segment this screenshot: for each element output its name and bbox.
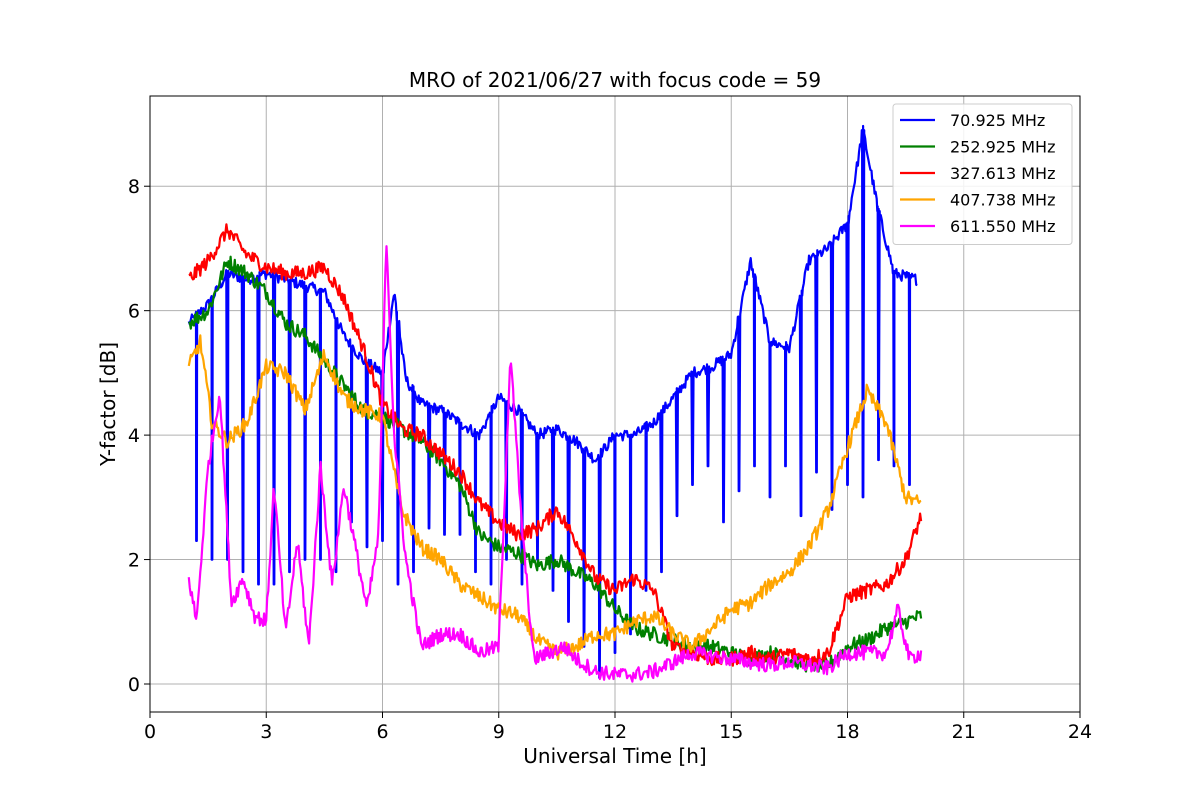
y-tick-label: 8 xyxy=(128,176,140,198)
x-tick-label: 6 xyxy=(376,721,388,743)
series-line xyxy=(187,245,923,683)
legend: 70.925 MHz 252.925 MHz 327.613 MHz 407.738 … xyxy=(892,103,1073,245)
y-axis-label: Y-factor [dB] xyxy=(96,342,120,467)
y-tick-label: 0 xyxy=(128,674,140,696)
series-line xyxy=(187,334,922,661)
series-line xyxy=(187,124,918,679)
series-0 xyxy=(187,124,918,679)
legend-label: 252.925 MHz xyxy=(950,138,1055,157)
legend-label: 70.925 MHz xyxy=(950,111,1045,130)
legend-label: 327.613 MHz xyxy=(950,164,1055,183)
legend-box xyxy=(892,103,1073,245)
x-tick-label: 12 xyxy=(603,721,627,743)
x-tick-label: 0 xyxy=(144,721,156,743)
x-tick-label: 21 xyxy=(952,721,976,743)
series-3 xyxy=(187,334,922,661)
x-axis-label: Universal Time [h] xyxy=(523,744,706,768)
series-line xyxy=(188,223,923,667)
x-tick-label: 24 xyxy=(1068,721,1092,743)
series-layer xyxy=(187,124,923,683)
legend-label: 407.738 MHz xyxy=(950,191,1055,210)
x-tick-label: 15 xyxy=(719,721,743,743)
x-tick-label: 9 xyxy=(493,721,505,743)
y-tick-label: 2 xyxy=(128,550,140,572)
chart-title: MRO of 2021/06/27 with focus code = 59 xyxy=(409,68,821,92)
series-2 xyxy=(188,223,923,667)
series-4 xyxy=(187,245,923,683)
y-tick-label: 6 xyxy=(128,301,140,323)
y-tick-label: 4 xyxy=(128,425,140,447)
legend-label: 611.550 MHz xyxy=(950,217,1055,236)
x-tick-label: 3 xyxy=(260,721,272,743)
x-tick-label: 18 xyxy=(835,721,859,743)
